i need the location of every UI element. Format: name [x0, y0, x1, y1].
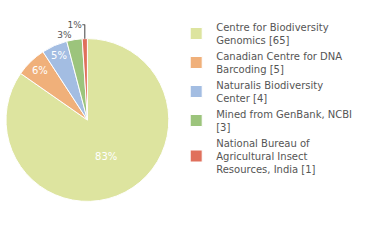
- svg-text:6%: 6%: [32, 65, 48, 76]
- svg-text:Mined from GenBank, NCBI[3]: Mined from GenBank, NCBI[3]: [216, 109, 352, 133]
- svg-text:5%: 5%: [51, 50, 67, 61]
- svg-text:3%: 3%: [57, 30, 72, 40]
- svg-text:Naturalis BiodiversityCenter [: Naturalis BiodiversityCenter [4]: [216, 80, 323, 104]
- svg-text:1%: 1%: [68, 20, 83, 30]
- svg-text:National Bureau ofAgricultural: National Bureau ofAgricultural InsectRes…: [216, 138, 315, 175]
- svg-text:Centre for BiodiversityGenomic: Centre for BiodiversityGenomics [65]: [216, 22, 329, 46]
- svg-text:Canadian Centre for DNABarcodi: Canadian Centre for DNABarcoding [5]: [216, 51, 342, 75]
- svg-text:83%: 83%: [95, 151, 117, 162]
